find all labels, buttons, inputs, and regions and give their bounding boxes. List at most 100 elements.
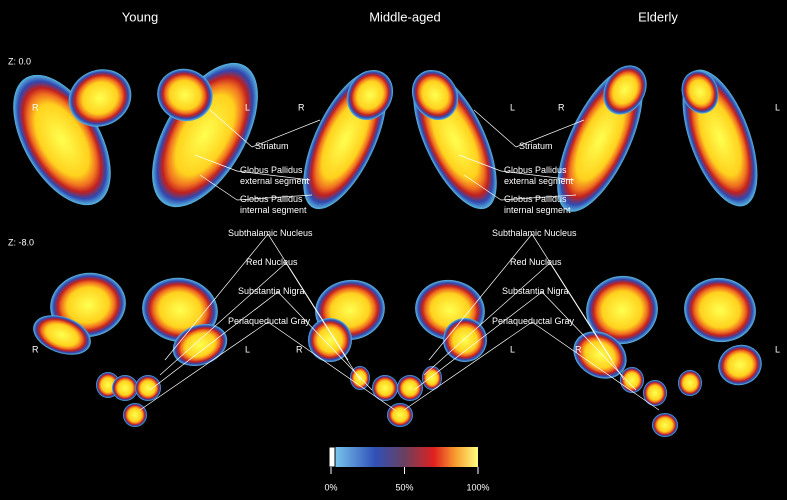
structure-label: Globus Pallidus external segment <box>240 165 310 186</box>
label-line: Striatum <box>519 141 553 151</box>
label-line: Globus Pallidus <box>240 165 303 175</box>
brain-region <box>33 315 91 355</box>
label-line: Periaqueductal Gray <box>228 316 311 326</box>
side-label: R <box>298 102 305 112</box>
leader-line <box>541 291 637 391</box>
label-line: external segment <box>240 176 310 186</box>
brain-region <box>13 74 111 206</box>
leader-line <box>285 262 361 381</box>
leader-line <box>251 119 321 148</box>
brain-region <box>718 344 762 386</box>
structure-label: Periaqueductal Gray <box>492 316 575 326</box>
label-line: Striatum <box>255 141 289 151</box>
leader-line <box>159 262 287 376</box>
side-label: L <box>510 102 515 112</box>
brain-region <box>308 318 352 362</box>
leader-line <box>149 291 279 391</box>
structure-label: Globus Pallidus external segment <box>504 165 574 186</box>
label-line: Globus Pallidus <box>240 194 303 204</box>
brain-region <box>372 375 398 401</box>
side-label: R <box>32 102 39 112</box>
leader-line <box>428 233 533 361</box>
brain-region <box>152 62 258 208</box>
label-line: Subthalamic Nucleus <box>228 228 313 238</box>
leader-line <box>164 233 269 361</box>
side-label: L <box>245 102 250 112</box>
column-title: Middle-aged <box>369 9 441 24</box>
label-line: Globus Pallidus <box>504 194 567 204</box>
brain-region <box>643 380 667 406</box>
structure-label: Globus Pallidus internal segment <box>504 194 571 215</box>
brain-region <box>603 65 647 115</box>
label-line: Red Nucleus <box>246 257 298 267</box>
label-line: internal segment <box>240 205 307 215</box>
leader-line <box>194 154 238 172</box>
colorbar-label: 0% <box>324 482 337 492</box>
brain-region <box>350 366 370 390</box>
brain-region <box>422 366 442 390</box>
slice-label: Z: -8.0 <box>8 237 34 247</box>
leader-line <box>236 194 313 201</box>
leader-line <box>531 233 613 361</box>
label-line: Red Nucleus <box>510 257 562 267</box>
label-line: internal segment <box>504 205 571 215</box>
leader-line <box>473 109 517 148</box>
side-label: R <box>32 344 39 354</box>
structure-label: Substantia Nigra <box>238 286 305 296</box>
label-line: Subthalamic Nucleus <box>492 228 577 238</box>
label-line: Periaqueductal Gray <box>492 316 575 326</box>
brain-region <box>681 70 719 114</box>
leader-line <box>549 262 625 381</box>
structure-label: Red Nucleus <box>246 257 298 267</box>
leader-line <box>413 291 543 391</box>
structure-label: Red Nucleus <box>510 257 562 267</box>
label-line: Globus Pallidus <box>504 165 567 175</box>
leader-line <box>139 321 269 411</box>
side-label: R <box>296 344 303 354</box>
brain-region <box>123 403 147 427</box>
brain-region <box>652 413 678 437</box>
structure-label: Striatum <box>519 141 553 151</box>
structure-label: Subthalamic Nucleus <box>228 228 313 238</box>
brain-region <box>157 68 213 122</box>
leader-line <box>209 109 253 148</box>
label-line: external segment <box>504 176 574 186</box>
leader-line <box>236 170 311 181</box>
structure-label: Periaqueductal Gray <box>228 316 311 326</box>
leader-line <box>500 170 575 181</box>
brain-region <box>411 69 459 121</box>
brain-region <box>397 375 423 401</box>
colorbar-label: 100% <box>466 482 489 492</box>
leader-line <box>267 321 396 411</box>
colorbar <box>331 447 478 467</box>
brain-region <box>346 69 394 121</box>
side-label: R <box>558 102 565 112</box>
brain-region <box>135 375 161 401</box>
leader-line <box>463 174 502 201</box>
brain-region <box>68 69 132 127</box>
colorbar-marker <box>328 446 336 468</box>
side-label: R <box>575 344 582 354</box>
column-title: Elderly <box>638 9 678 24</box>
structure-label: Subthalamic Nucleus <box>492 228 577 238</box>
structure-label: Globus Pallidus internal segment <box>240 194 307 215</box>
label-line: Substantia Nigra <box>238 286 305 296</box>
side-label: L <box>245 344 250 354</box>
brain-region <box>586 275 658 345</box>
slice-label: Z: 0.0 <box>8 56 31 66</box>
structure-label: Striatum <box>255 141 289 151</box>
label-line: Substantia Nigra <box>502 286 569 296</box>
leader-line <box>531 321 660 411</box>
brain-region <box>684 277 756 343</box>
leader-line <box>458 154 502 172</box>
leader-line <box>277 291 373 391</box>
leader-line <box>403 321 533 411</box>
leader-line <box>500 194 577 201</box>
column-title: Young <box>122 9 158 24</box>
brain-region <box>620 367 644 393</box>
structure-label: Substantia Nigra <box>502 286 569 296</box>
leader-line <box>267 233 349 361</box>
leader-line <box>423 262 551 376</box>
